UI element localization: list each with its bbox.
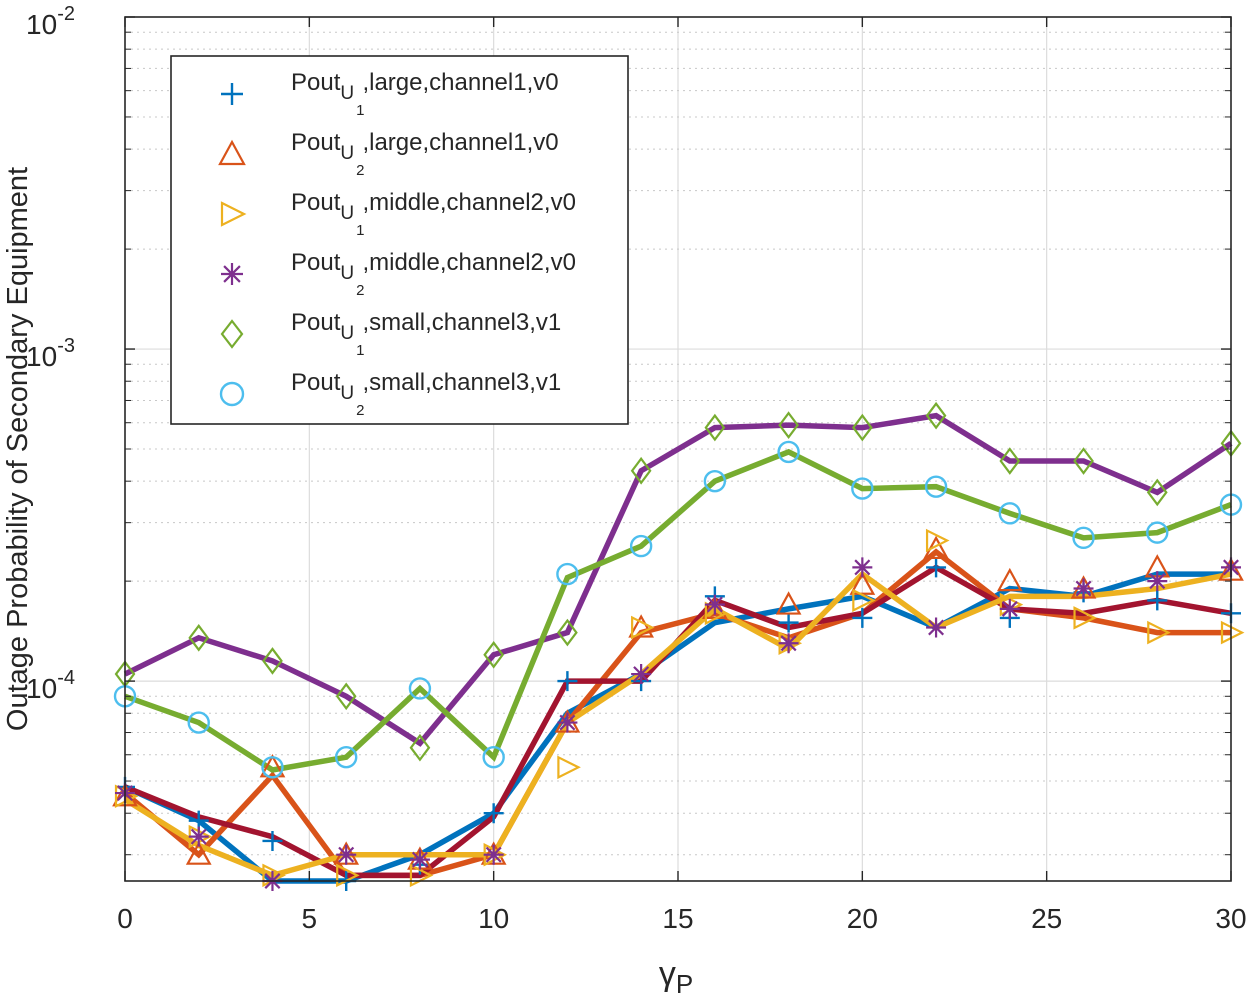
diamond-marker bbox=[704, 413, 726, 442]
plus-marker bbox=[483, 803, 504, 824]
circle-marker bbox=[998, 502, 1021, 525]
triangle-marker bbox=[218, 139, 246, 166]
diamond-marker bbox=[851, 413, 873, 442]
diamond-marker bbox=[409, 733, 431, 762]
triangle-right-marker bbox=[220, 201, 247, 227]
x-tick-label: 25 bbox=[1031, 903, 1062, 934]
legend-label: PoutU2,middle,channel2,v0 bbox=[291, 249, 576, 299]
asterisk-marker bbox=[188, 826, 209, 847]
legend-label: PoutU1,large,channel1,v0 bbox=[291, 69, 559, 119]
asterisk-marker bbox=[926, 617, 947, 638]
circle-marker bbox=[408, 677, 432, 700]
triangle-marker bbox=[996, 567, 1023, 592]
y-tick-label: 10-4 bbox=[26, 667, 75, 704]
diamond-marker bbox=[1146, 478, 1168, 507]
triangle-right-marker bbox=[557, 755, 581, 780]
circle-marker bbox=[335, 745, 358, 769]
legend-item: PoutU2,small,channel3,v1 bbox=[219, 369, 561, 419]
legend-item: PoutU1,small,channel3,v1 bbox=[220, 309, 561, 359]
legend: PoutU1,large,channel1,v0 PoutU2,large,cha… bbox=[170, 55, 629, 425]
plus-marker bbox=[1147, 590, 1168, 611]
x-tick-label: 20 bbox=[847, 903, 878, 934]
asterisk-marker bbox=[1147, 571, 1168, 592]
data-lines bbox=[123, 412, 1233, 884]
asterisk-marker bbox=[221, 263, 243, 285]
asterisk-marker bbox=[852, 557, 873, 578]
plus-marker bbox=[262, 830, 283, 851]
x-axis-label: γP bbox=[659, 955, 693, 997]
series-line bbox=[124, 448, 1232, 773]
triangle-marker bbox=[185, 841, 212, 865]
legend-label: PoutU2,large,channel1,v0 bbox=[291, 129, 559, 179]
diamond-marker bbox=[335, 682, 357, 711]
data-markers bbox=[112, 401, 1245, 891]
asterisk-marker bbox=[409, 849, 430, 870]
asterisk-marker bbox=[483, 844, 504, 865]
x-tick-label: 15 bbox=[662, 903, 693, 934]
diamond-marker bbox=[220, 319, 244, 349]
circle-marker bbox=[703, 469, 727, 493]
axis-ticks: 0 5 10 15 20 25 30 10-2 10-3 10-4 bbox=[26, 3, 1247, 934]
diamond-marker bbox=[778, 411, 799, 439]
legend-label: PoutU2,small,channel3,v1 bbox=[291, 369, 561, 419]
x-tick-label: 5 bbox=[302, 903, 318, 934]
asterisk-marker bbox=[999, 598, 1020, 619]
plus-marker bbox=[221, 83, 243, 105]
diamond-marker bbox=[999, 447, 1021, 475]
circle-marker bbox=[924, 475, 948, 498]
legend-item: PoutU2,large,channel1,v0 bbox=[218, 129, 559, 179]
plus-marker bbox=[778, 612, 799, 633]
diamond-marker bbox=[188, 623, 210, 652]
asterisk-marker bbox=[631, 664, 652, 685]
circle-marker bbox=[629, 534, 653, 558]
x-tick-label: 0 bbox=[117, 903, 133, 934]
x-tick-label: 10 bbox=[478, 903, 509, 934]
circle-marker bbox=[219, 381, 245, 407]
y-tick-label: 10-3 bbox=[26, 335, 75, 372]
asterisk-marker bbox=[778, 633, 799, 654]
diamond-marker bbox=[483, 640, 505, 669]
circle-marker bbox=[777, 440, 800, 464]
diamond-marker bbox=[1073, 447, 1094, 475]
circle-marker bbox=[482, 745, 505, 769]
diamond-marker bbox=[630, 456, 652, 485]
x-tick-label: 30 bbox=[1215, 903, 1246, 934]
diamond-marker bbox=[262, 647, 283, 675]
plus-marker bbox=[557, 671, 578, 692]
circle-marker bbox=[1072, 526, 1095, 550]
circle-marker bbox=[261, 756, 284, 779]
legend-item: PoutU1,middle,channel2,v0 bbox=[220, 189, 576, 239]
asterisk-marker bbox=[336, 844, 357, 865]
plus-marker bbox=[926, 557, 947, 578]
diamond-marker bbox=[925, 401, 947, 430]
series-line bbox=[123, 570, 1232, 879]
y-axis-label: Outage Probability of Secondary Equipmen… bbox=[2, 167, 34, 731]
asterisk-marker bbox=[704, 594, 725, 615]
circle-marker bbox=[1146, 521, 1169, 544]
triangle-right-marker bbox=[925, 528, 950, 553]
legend-label: PoutU1,small,channel3,v1 bbox=[291, 309, 561, 359]
circle-marker bbox=[187, 711, 210, 734]
triangle-right-marker bbox=[631, 615, 655, 640]
triangle-right-marker bbox=[1073, 606, 1097, 630]
series-line bbox=[123, 412, 1233, 747]
legend-label: PoutU1,middle,channel2,v0 bbox=[291, 189, 576, 239]
circle-marker bbox=[851, 477, 874, 500]
triangle-marker bbox=[628, 614, 654, 638]
triangle-right-marker bbox=[1220, 620, 1245, 645]
legend-item: PoutU2,middle,channel2,v0 bbox=[221, 249, 576, 299]
legend-box bbox=[170, 55, 629, 425]
y-tick-label: 10-2 bbox=[26, 3, 75, 40]
circle-marker bbox=[556, 562, 579, 586]
asterisk-marker bbox=[557, 712, 578, 733]
asterisk-marker bbox=[1073, 578, 1094, 599]
plus-marker bbox=[852, 607, 873, 628]
diamond-marker bbox=[557, 618, 578, 647]
triangle-right-marker bbox=[852, 588, 876, 613]
triangle-right-marker bbox=[1147, 620, 1171, 645]
triangle-marker bbox=[775, 591, 802, 615]
legend-item: PoutU1,large,channel1,v0 bbox=[221, 69, 559, 119]
